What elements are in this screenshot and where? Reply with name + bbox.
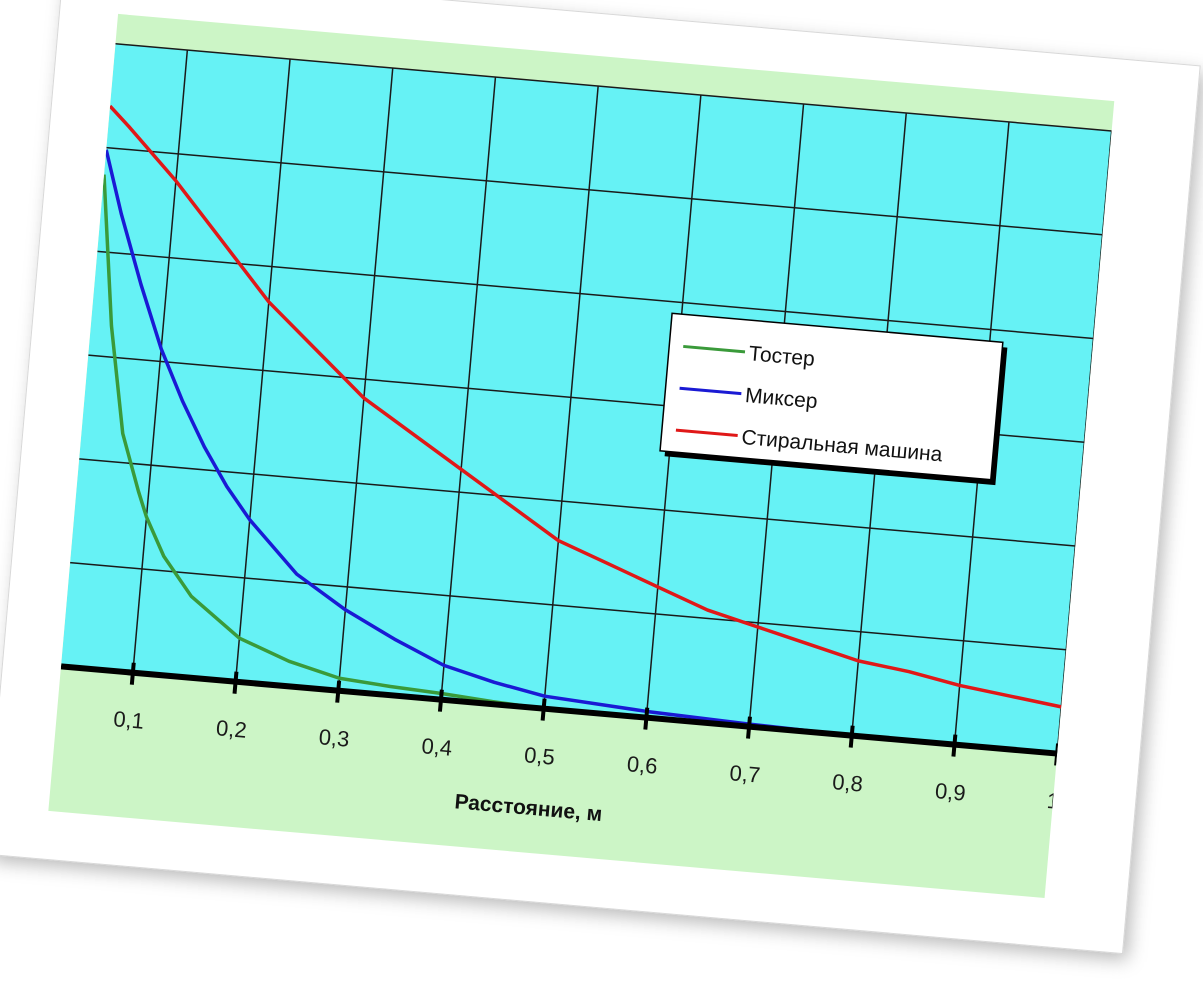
legend: Тостер Миксер Стиральная машина xyxy=(659,312,1008,486)
series-line-0 xyxy=(102,174,544,711)
legend-swatch-mixer xyxy=(679,386,742,396)
x-tick-2 xyxy=(335,680,342,703)
x-tick-7 xyxy=(848,725,855,748)
grid-line-y-5 xyxy=(106,146,1103,236)
x-tick-label-4: 0,5 xyxy=(523,742,556,770)
x-tick-label-5: 0,6 xyxy=(626,751,659,779)
x-tick-6 xyxy=(746,716,752,739)
axis-layer: 0,1 0,2 0,3 0,4 0,5 0,6 0,7 0,8 0,9 1 xyxy=(60,662,1061,814)
legend-swatch-washer xyxy=(675,428,738,438)
x-tick-5 xyxy=(643,707,650,730)
x-tick-1 xyxy=(232,671,239,694)
grid-line-y-2 xyxy=(79,458,1076,547)
x-tick-label-0: 0,1 xyxy=(112,706,145,734)
chart-area: 0,1 0,2 0,3 0,4 0,5 0,6 0,7 0,8 0,9 1 Тостер Микс… xyxy=(48,13,1115,899)
x-tick-label-9: 1 xyxy=(1046,788,1060,814)
chart: 0,1 0,2 0,3 0,4 0,5 0,6 0,7 0,8 0,9 1 Тостер Микс… xyxy=(60,43,1113,826)
x-tick-label-8: 0,9 xyxy=(934,778,967,806)
photo-frame: 0,1 0,2 0,3 0,4 0,5 0,6 0,7 0,8 0,9 1 Тостер Микс… xyxy=(0,0,1201,955)
series-line-2 xyxy=(108,104,1062,709)
x-tick-label-1: 0,2 xyxy=(215,715,248,743)
x-tick-3 xyxy=(437,689,444,712)
grid-line-y-6 xyxy=(115,43,1112,132)
x-tick-label-7: 0,8 xyxy=(831,769,864,797)
series-line-1 xyxy=(104,149,852,738)
grid-line-y-1 xyxy=(69,561,1067,651)
grid-line-y-4 xyxy=(97,250,1094,340)
legend-label-toster: Тостер xyxy=(748,342,816,371)
legend-box xyxy=(659,312,1004,481)
legend-swatch-toster xyxy=(683,344,746,354)
x-tick-0 xyxy=(129,662,136,685)
x-axis-title: Расстояние, м xyxy=(454,790,604,826)
x-tick-8 xyxy=(951,734,958,757)
series-layer xyxy=(102,104,1062,738)
x-tick-label-3: 0,4 xyxy=(421,733,454,761)
x-tick-label-6: 0,7 xyxy=(729,760,762,788)
x-tick-label-2: 0,3 xyxy=(318,724,351,752)
x-tick-9 xyxy=(1054,743,1061,766)
x-axis-line xyxy=(60,663,1058,757)
x-tick-4 xyxy=(540,698,547,721)
